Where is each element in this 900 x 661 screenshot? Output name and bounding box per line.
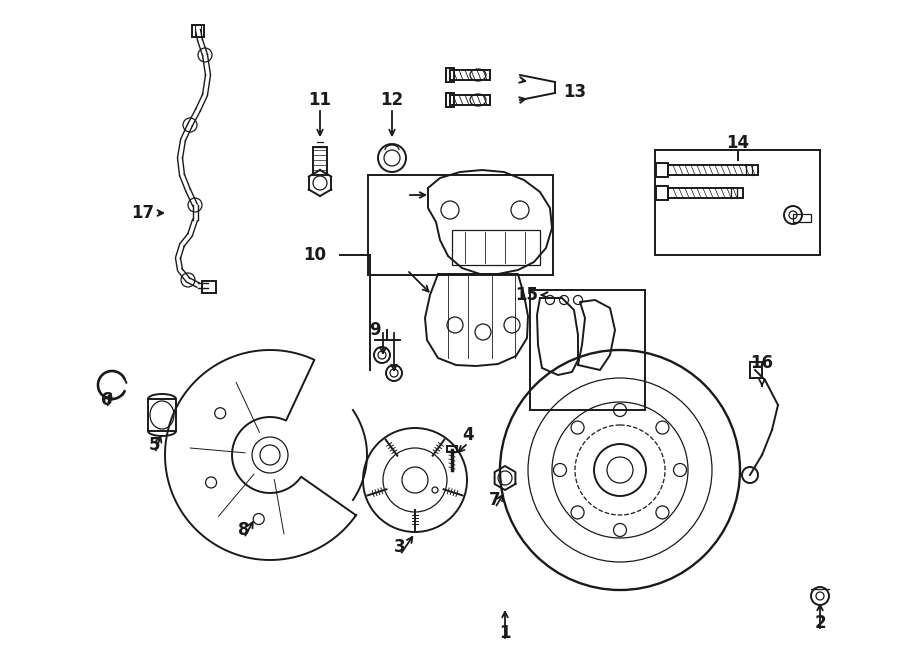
Bar xyxy=(793,214,811,222)
Bar xyxy=(452,230,540,265)
Text: 16: 16 xyxy=(751,354,773,372)
Bar xyxy=(656,163,668,177)
Text: 1: 1 xyxy=(500,624,511,642)
Bar xyxy=(446,93,454,107)
Bar xyxy=(655,150,820,255)
Bar xyxy=(450,95,490,105)
Bar xyxy=(446,68,454,82)
Text: 3: 3 xyxy=(394,538,406,556)
Text: 5: 5 xyxy=(149,436,161,454)
Text: 8: 8 xyxy=(238,521,250,539)
Bar xyxy=(368,175,553,275)
Text: 6: 6 xyxy=(101,391,112,409)
Text: 13: 13 xyxy=(563,83,587,101)
Text: 11: 11 xyxy=(309,91,331,109)
Text: 14: 14 xyxy=(726,134,750,152)
Bar xyxy=(148,399,176,431)
Text: 7: 7 xyxy=(490,491,500,509)
Bar xyxy=(450,70,490,80)
Text: 9: 9 xyxy=(369,321,381,339)
Text: 2: 2 xyxy=(814,614,826,632)
Bar xyxy=(530,290,645,410)
Bar xyxy=(656,186,668,200)
Bar xyxy=(750,362,762,378)
Text: 15: 15 xyxy=(516,286,538,304)
Text: 17: 17 xyxy=(131,204,155,222)
Bar xyxy=(668,165,758,175)
Bar xyxy=(447,446,457,452)
Bar xyxy=(668,188,743,198)
Bar xyxy=(313,147,327,175)
Bar xyxy=(202,281,216,293)
Text: 10: 10 xyxy=(303,246,327,264)
Text: 12: 12 xyxy=(381,91,403,109)
Text: 4: 4 xyxy=(463,426,473,444)
Bar xyxy=(192,25,204,37)
